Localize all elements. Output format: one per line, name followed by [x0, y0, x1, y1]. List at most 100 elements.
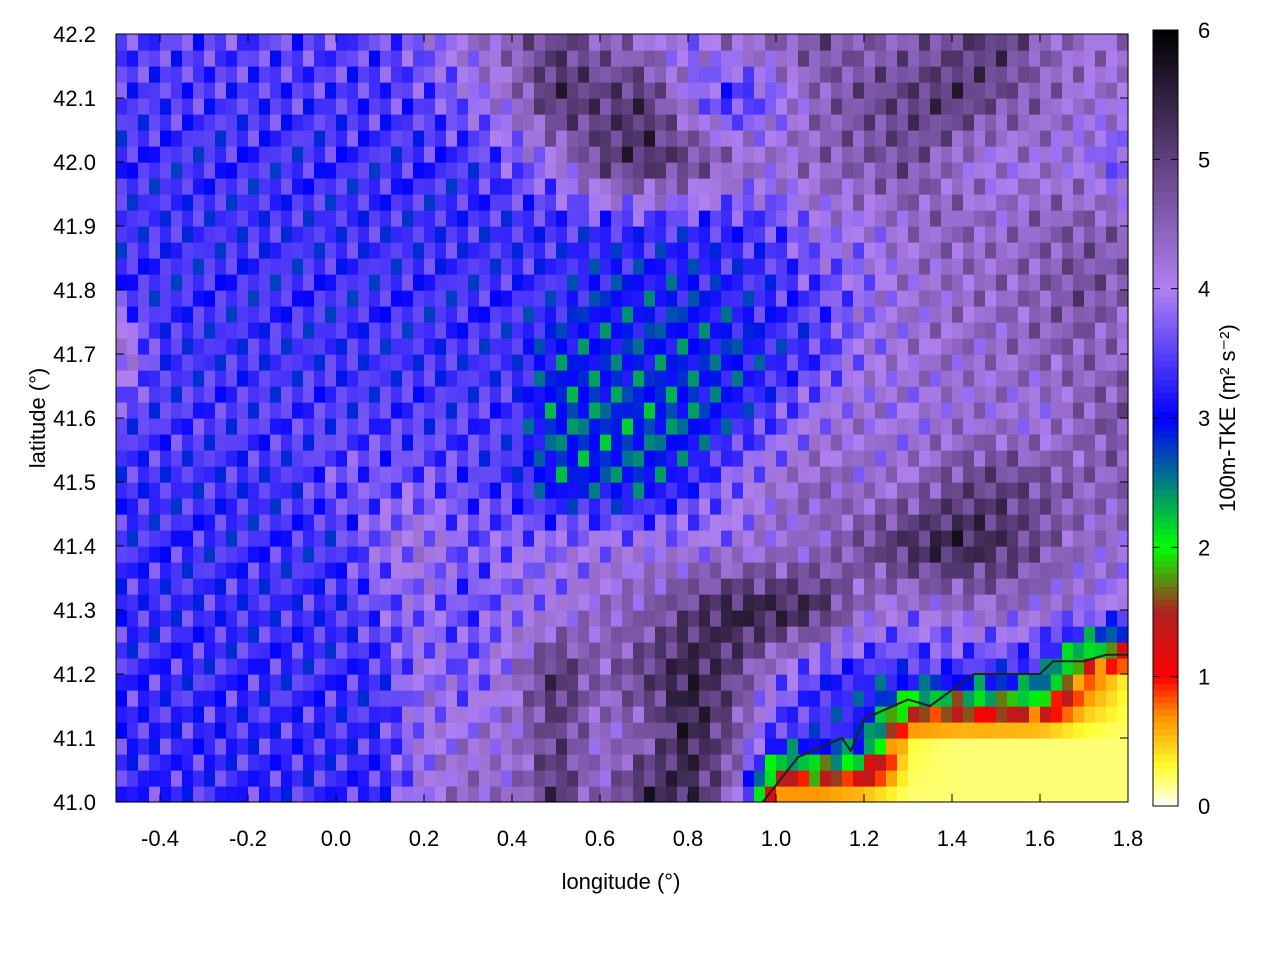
- heatmap-cell: [952, 610, 964, 627]
- colorbar-segment: [1153, 42, 1178, 51]
- heatmap-cell: [754, 786, 766, 803]
- heatmap-cell: [490, 402, 502, 419]
- heatmap-cell: [435, 146, 447, 163]
- heatmap-cell: [336, 130, 348, 147]
- y-tick-label: 41.1: [53, 726, 96, 751]
- heatmap-cell: [853, 610, 865, 627]
- heatmap-cell: [963, 498, 975, 515]
- heatmap-cell: [776, 466, 788, 483]
- heatmap-cell: [215, 354, 227, 371]
- heatmap-cell: [1106, 82, 1118, 99]
- heatmap-cell: [556, 242, 568, 259]
- heatmap-cell: [523, 530, 535, 547]
- heatmap-cell: [919, 514, 931, 531]
- heatmap-cell: [347, 498, 359, 515]
- heatmap-cell: [974, 226, 986, 243]
- heatmap-cell: [1007, 210, 1019, 227]
- heatmap-cell: [347, 658, 359, 675]
- heatmap-cell: [336, 50, 348, 67]
- heatmap-cell: [589, 114, 601, 131]
- heatmap-cell: [919, 466, 931, 483]
- heatmap-cell: [314, 786, 326, 803]
- heatmap-cell: [787, 562, 799, 579]
- colorbar-segment: [1153, 295, 1178, 303]
- heatmap-cell: [182, 706, 194, 723]
- heatmap-cell: [809, 34, 821, 51]
- heatmap-cell: [622, 306, 634, 323]
- heatmap-cell: [1106, 786, 1118, 803]
- heatmap-cell: [633, 82, 645, 99]
- heatmap-cell: [732, 530, 744, 547]
- heatmap-cell: [182, 114, 194, 131]
- heatmap-cell: [303, 530, 315, 547]
- colorbar-tick-label: 3: [1198, 406, 1210, 431]
- heatmap-cell: [292, 498, 304, 515]
- heatmap-cell: [1018, 754, 1030, 771]
- heatmap-cell: [666, 210, 678, 227]
- heatmap-cell: [292, 594, 304, 611]
- colorbar-segment: [1153, 398, 1178, 406]
- y-axis: 41.041.141.241.341.441.541.641.741.841.9…: [53, 22, 1128, 815]
- heatmap-cell: [633, 178, 645, 195]
- heatmap-cell: [380, 466, 392, 483]
- heatmap-cell: [501, 562, 513, 579]
- heatmap-cell: [193, 626, 205, 643]
- x-tick-label: 1.4: [937, 826, 968, 851]
- heatmap-cell: [963, 114, 975, 131]
- heatmap-cell: [622, 258, 634, 275]
- heatmap-cell: [567, 50, 579, 67]
- heatmap-cell: [996, 562, 1008, 579]
- heatmap-cell: [512, 546, 524, 563]
- heatmap-cell: [270, 210, 282, 227]
- heatmap-cell: [611, 562, 623, 579]
- heatmap-cell: [479, 194, 491, 211]
- heatmap-cell: [721, 418, 733, 435]
- heatmap-cell: [270, 626, 282, 643]
- heatmap-cell: [666, 786, 678, 803]
- heatmap-cell: [1040, 194, 1052, 211]
- heatmap-cell: [622, 242, 634, 259]
- heatmap-cell: [248, 626, 260, 643]
- heatmap-cell: [1051, 338, 1063, 355]
- heatmap-cell: [886, 642, 898, 659]
- heatmap-cell: [1040, 610, 1052, 627]
- heatmap-cell: [138, 338, 150, 355]
- heatmap-cell: [490, 706, 502, 723]
- heatmap-cell: [666, 162, 678, 179]
- colorbar-segment: [1153, 288, 1178, 296]
- heatmap-cell: [160, 738, 172, 755]
- heatmap-cell: [336, 434, 348, 451]
- heatmap-cell: [655, 162, 667, 179]
- heatmap-cell: [1040, 34, 1052, 51]
- heatmap-cell: [457, 546, 469, 563]
- heatmap-cell: [556, 386, 568, 403]
- heatmap-cell: [864, 34, 876, 51]
- heatmap-cell: [974, 50, 986, 67]
- heatmap-cell: [875, 450, 887, 467]
- heatmap-cell: [358, 66, 370, 83]
- heatmap-cell: [743, 626, 755, 643]
- heatmap-cell: [1095, 610, 1107, 627]
- heatmap-cell: [875, 674, 887, 691]
- heatmap-cell: [501, 82, 513, 99]
- heatmap-cell: [754, 578, 766, 595]
- heatmap-cell: [897, 354, 909, 371]
- heatmap-cell: [204, 162, 216, 179]
- heatmap-cell: [556, 674, 568, 691]
- heatmap-cell: [490, 722, 502, 739]
- heatmap-cell: [864, 98, 876, 115]
- heatmap-cell: [666, 354, 678, 371]
- heatmap-cell: [699, 610, 711, 627]
- heatmap-cell: [204, 610, 216, 627]
- heatmap-cell: [754, 722, 766, 739]
- heatmap-cell: [1073, 178, 1085, 195]
- heatmap-cell: [1073, 706, 1085, 723]
- heatmap-cell: [655, 754, 667, 771]
- heatmap-cell: [578, 258, 590, 275]
- heatmap-cell: [501, 722, 513, 739]
- heatmap-cell: [281, 594, 293, 611]
- heatmap-cell: [699, 242, 711, 259]
- heatmap-cell: [457, 114, 469, 131]
- heatmap-cell: [688, 658, 700, 675]
- heatmap-cell: [160, 786, 172, 803]
